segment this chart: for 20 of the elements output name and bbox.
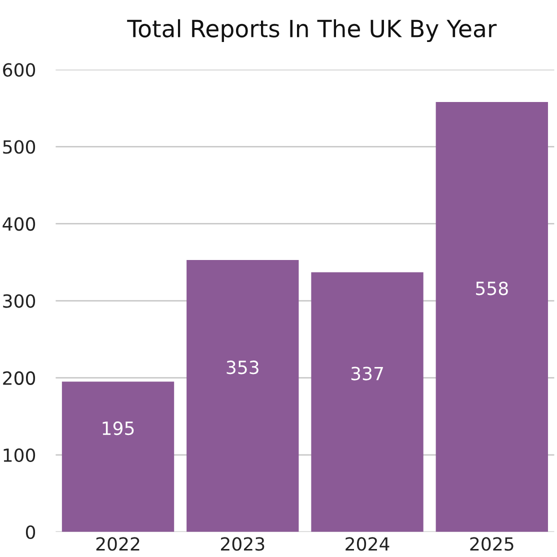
bar <box>186 260 299 532</box>
y-tick-label: 500 <box>3 140 36 154</box>
bar <box>436 102 548 532</box>
y-tick-label: 600 <box>3 63 36 77</box>
y-tick-label: 0 <box>26 525 36 540</box>
y-tick-label: 300 <box>3 294 36 308</box>
bar <box>311 272 424 532</box>
data-label: 558 <box>476 282 508 296</box>
y-tick-label: 100 <box>4 448 36 462</box>
x-tick-label: 2024 <box>346 537 390 551</box>
y-tick-label: 200 <box>3 371 36 385</box>
x-tick-label: 2025 <box>470 537 514 551</box>
x-tick-label: 2022 <box>96 537 140 551</box>
y-tick-label: 400 <box>2 217 36 231</box>
x-tick-label: 2023 <box>220 537 264 551</box>
data-label: 195 <box>102 421 134 436</box>
data-label: 353 <box>226 360 258 374</box>
data-label: 337 <box>351 366 383 380</box>
bar <box>62 382 174 532</box>
chart-title: Total Reports In The UK By Year <box>127 19 497 42</box>
